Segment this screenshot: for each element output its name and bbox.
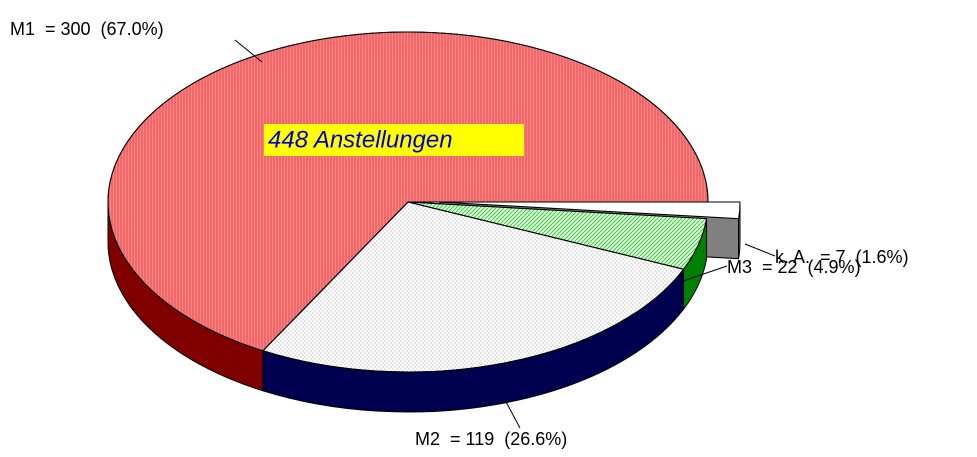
slice-label: k. A. = 7 (1.6%) [775,247,909,267]
slice-texture [261,201,685,373]
slice-texture [107,31,709,352]
slice-label: M1 = 300 (67.0%) [10,19,164,39]
pie-tops [107,31,741,373]
leader-line [679,265,728,283]
leader-line [234,39,263,63]
labels: M1 = 300 (67.0%) M2 = 119 (26.6%) M3 = 22 … [10,19,909,449]
leader-line [504,399,521,429]
slice [439,201,741,220]
annotation: 448 Anstellungen [268,126,453,153]
annotation-background [264,124,524,156]
leader-line [744,243,776,257]
slice-label: M3 = 22 (4.9%) [727,257,861,277]
slice-label: M2 = 119 (26.6%) [415,429,567,449]
